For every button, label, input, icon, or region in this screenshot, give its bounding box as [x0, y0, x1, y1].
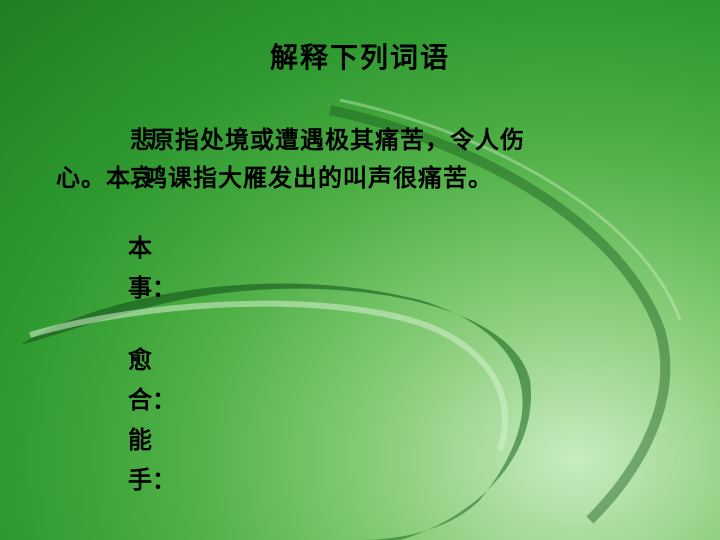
slide-title: 解释下列词语 — [269, 41, 450, 74]
term-benshi: 本 事： — [128, 228, 176, 308]
term-char-1: 能 — [128, 426, 152, 454]
term-yuhe: 愈 合： — [128, 340, 176, 420]
term-char-1: 愈 — [128, 346, 152, 374]
paragraph-line-1: 原指处境或遭遇极其痛苦，令人伤 — [150, 126, 525, 154]
overlap-char-ai: 哀 — [130, 164, 155, 192]
paragraph-line-2: 鸿课指大雁发出的叫声很痛苦。 — [143, 164, 493, 192]
overlap-char-bei: 悲 — [130, 126, 155, 154]
term-char-1: 本 — [128, 234, 152, 262]
term-char-2: 事： — [128, 274, 176, 302]
term-nengshou: 能 手： — [128, 420, 176, 500]
term-char-2: 合： — [128, 386, 176, 414]
paragraph-line-2-start: 心。本 — [56, 164, 131, 192]
term-char-2: 手： — [128, 466, 176, 494]
